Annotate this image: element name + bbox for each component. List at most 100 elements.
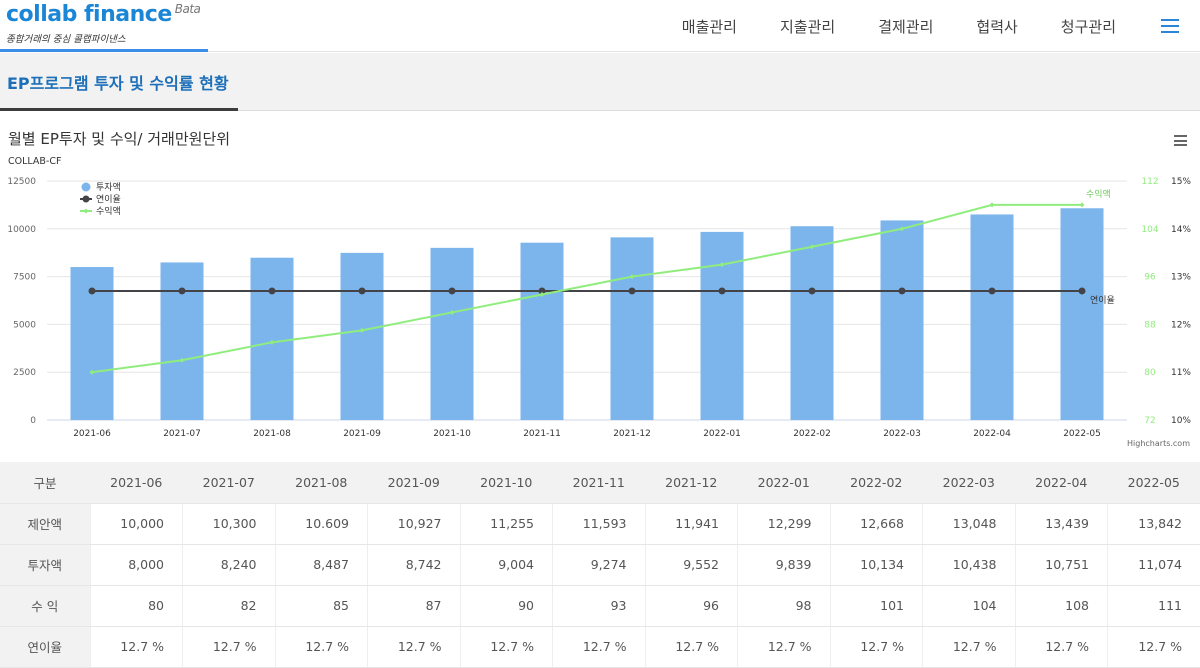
rate-point [1079,287,1086,294]
nav-item-billing[interactable]: 청구관리 [1061,16,1116,37]
x-axis-tick-label: 2021-11 [523,429,561,439]
x-axis-tick-label: 2022-03 [883,429,921,439]
table-cell: 11,593 [553,503,646,544]
table-cell: 10,438 [923,544,1016,585]
right-axis-tick-label: 96 [1144,273,1156,283]
x-axis-tick-label: 2021-12 [613,429,651,439]
table-cell: 9,839 [738,544,831,585]
right-pct-axis-tick-label: 10% [1171,416,1191,426]
nav-item-sales[interactable]: 매출관리 [682,16,737,37]
bar-2021-12 [611,237,654,420]
table-cell: 10,927 [368,503,461,544]
table-cell: 10.609 [275,503,368,544]
table-cell: 11,255 [460,503,553,544]
table-column-header: 2021-07 [183,462,276,503]
right-axis-tick-label: 88 [1144,320,1156,330]
legend-profit-marker [84,209,89,214]
table-column-header: 2022-04 [1015,462,1108,503]
left-axis-tick-label: 10000 [7,225,36,235]
x-axis-tick-label: 2022-02 [793,429,831,439]
nav-item-payment[interactable]: 결제관리 [878,16,933,37]
table-column-header: 2021-08 [275,462,368,503]
table-column-header: 2021-06 [90,462,183,503]
rate-point [629,287,636,294]
title-band: EP프로그램 투자 및 수익률 현황 [0,53,1200,111]
rate-point [809,287,816,294]
table-cell: 12.7 % [183,626,276,667]
rate-point [989,287,996,294]
rate-point [899,287,906,294]
left-axis-tick-label: 0 [30,416,36,426]
table-cell: 12.7 % [645,626,738,667]
right-pct-axis-tick-label: 14% [1171,225,1191,235]
table-column-header: 2021-11 [553,462,646,503]
right-pct-axis-tick-label: 13% [1171,273,1191,283]
table-cell: 10,751 [1015,544,1108,585]
table-cell: 12.7 % [738,626,831,667]
chart-svg: 025005000750010000125007280889610411210%… [0,112,1200,452]
rate-end-label: 연이율 [1090,295,1115,306]
profit-point [1080,202,1085,207]
hamburger-icon[interactable] [1161,19,1179,33]
x-axis-tick-label: 2022-05 [1063,429,1101,439]
table-column-header: 2021-10 [460,462,553,503]
right-axis-tick-label: 112 [1141,177,1158,187]
right-axis-tick-label: 104 [1141,225,1158,235]
table-cell: 12.7 % [553,626,646,667]
table-cell: 13,048 [923,503,1016,544]
left-axis-tick-label: 5000 [13,320,36,330]
table-cell: 12.7 % [923,626,1016,667]
x-axis-tick-label: 2021-07 [163,429,201,439]
rate-point [179,287,186,294]
rate-point [359,287,366,294]
table-row-label: 제안액 [0,503,90,544]
rate-point [89,287,96,294]
table-cell: 9,004 [460,544,553,585]
left-axis-tick-label: 7500 [13,273,36,283]
x-axis-tick-label: 2022-01 [703,429,741,439]
bar-2021-11 [521,243,564,420]
nav-item-partner[interactable]: 협력사 [976,16,1017,37]
left-axis-tick-label: 2500 [13,368,36,378]
table-cell: 10,134 [830,544,923,585]
table-cell: 12,668 [830,503,923,544]
logo-tag: Bata [175,2,201,16]
table-cell: 12.7 % [90,626,183,667]
legend-item: 수익액 [96,205,121,217]
right-axis-tick-label: 72 [1144,416,1155,426]
table-cell: 87 [368,585,461,626]
table-cell: 8,240 [183,544,276,585]
bar-2022-04 [971,214,1014,420]
table-cell: 11,074 [1108,544,1200,585]
bar-2022-05 [1061,208,1104,420]
slogan: 종합거래의 중심 콜랩파이낸스 [6,31,126,45]
bar-2022-03 [881,220,924,420]
table-cell: 10,300 [183,503,276,544]
table-cell: 10,000 [90,503,183,544]
bar-2021-08 [251,258,294,420]
nav-item-expense[interactable]: 지출관리 [780,16,835,37]
legend-bar-marker [82,183,91,192]
table-column-header: 2022-03 [923,462,1016,503]
profit-point [990,202,995,207]
bar-2021-10 [431,248,474,420]
page-title: EP프로그램 투자 및 수익률 현황 [0,72,238,111]
profit-line [92,205,1082,372]
left-axis-tick-label: 12500 [7,177,36,187]
table-column-header: 2022-02 [830,462,923,503]
table-cell: 98 [738,585,831,626]
profit-end-label: 수익액 [1086,188,1111,200]
table-cell: 11,941 [645,503,738,544]
chart-credits[interactable]: Highcharts.com [1127,439,1190,448]
table-cell: 9,274 [553,544,646,585]
rate-point [269,287,276,294]
table-cell: 12.7 % [368,626,461,667]
table-row-label: 수 익 [0,585,90,626]
table-cell: 96 [645,585,738,626]
